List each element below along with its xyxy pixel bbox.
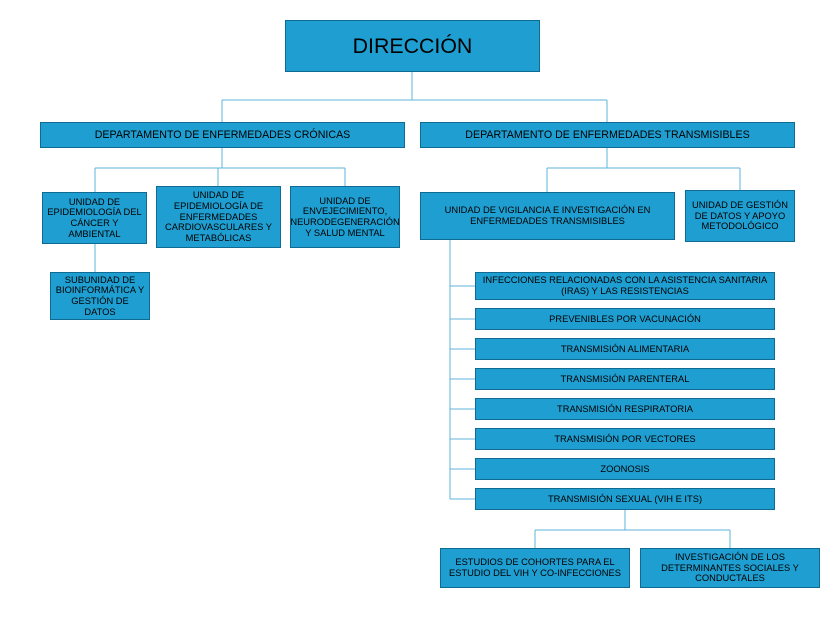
node-r_iras: INFECCIONES RELACIONADAS CON LA ASISTENC… <box>475 272 775 300</box>
node-dep_cron: DEPARTAMENTO DE ENFERMEDADES CRÓNICAS <box>40 122 405 148</box>
node-r_paren: TRANSMISIÓN PARENTERAL <box>475 368 775 390</box>
node-u_vigil: UNIDAD DE VIGILANCIA E INVESTIGACIÓN EN … <box>420 192 675 240</box>
node-sub_bio: SUBUNIDAD DE BIOINFORMÁTICA Y GESTIÓN DE… <box>50 272 150 320</box>
node-r_alim: TRANSMISIÓN ALIMENTARIA <box>475 338 775 360</box>
node-r_resp: TRANSMISIÓN RESPIRATORIA <box>475 398 775 420</box>
org-chart-canvas: DIRECCIÓN DEPARTAMENTO DE ENFERMEDADES CR… <box>0 0 825 641</box>
node-u_cancer: UNIDAD DE EPIDEMIOLOGÍA DEL CÁNCER Y AMB… <box>42 192 147 244</box>
node-u_cardio: UNIDAD DE EPIDEMIOLOGÍA DE ENFERMEDADES … <box>156 186 281 248</box>
node-u_datos: UNIDAD DE GESTIÓN DE DATOS Y APOYO METOD… <box>685 190 795 242</box>
node-r_zoo: ZOONOSIS <box>475 458 775 480</box>
node-s_determ: INVESTIGACIÓN DE LOS DETERMINANTES SOCIA… <box>640 548 820 588</box>
node-r_vac: PREVENIBLES POR VACUNACIÓN <box>475 308 775 330</box>
node-dep_trans: DEPARTAMENTO DE ENFERMEDADES TRANSMISIBL… <box>420 122 795 148</box>
node-s_cohort: ESTUDIOS DE COHORTES PARA EL ESTUDIO DEL… <box>440 548 630 588</box>
node-root: DIRECCIÓN <box>285 20 540 72</box>
node-r_vect: TRANSMISIÓN POR VECTORES <box>475 428 775 450</box>
node-u_envej: UNIDAD DE ENVEJECIMIENTO, NEURODEGENERAC… <box>290 186 400 248</box>
node-r_sex: TRANSMISIÓN SEXUAL (VIH E ITS) <box>475 488 775 510</box>
